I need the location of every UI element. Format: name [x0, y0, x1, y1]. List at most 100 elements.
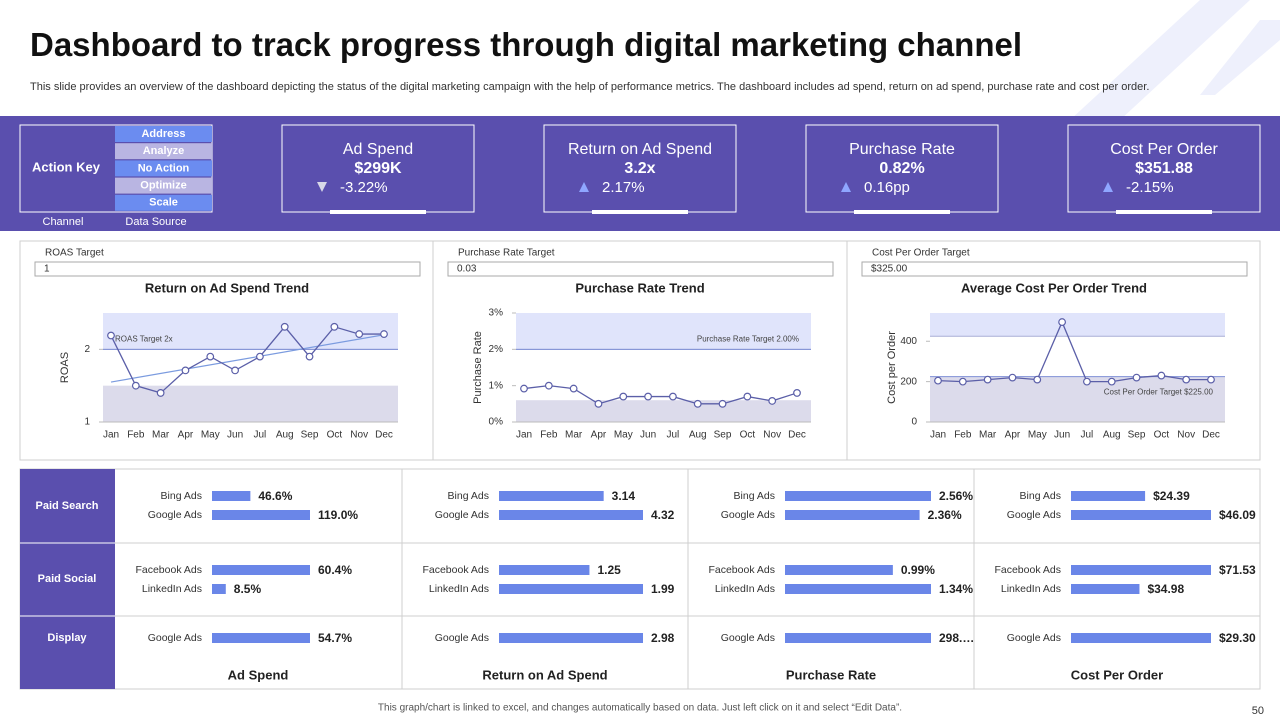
x-tick-label: Jul: [667, 430, 680, 441]
kpi-arrow: [579, 182, 589, 192]
target-annotation: Cost Per Order Target $225.00: [1104, 388, 1214, 397]
bar-value-label: 46.6%: [258, 489, 292, 503]
line: [110, 325, 384, 394]
footer-note: This graph/chart is linked to excel, and…: [378, 703, 902, 714]
bar-value-label: 1.34%: [939, 582, 973, 596]
kpi-change: -2.15%: [1126, 179, 1174, 196]
x-tick-label: Apr: [1005, 430, 1021, 441]
point: [793, 389, 801, 397]
bar-value-label: 0.99%: [901, 563, 935, 577]
kpi-value: 3.2x: [624, 160, 655, 177]
action-key-title: Action Key: [32, 159, 101, 174]
slide-description: This slide provides an overview of the d…: [30, 81, 1150, 93]
item-label: LinkedIn Ads: [1001, 583, 1061, 595]
kpi-title: Purchase Rate: [849, 141, 955, 158]
x-tick-label: Sep: [301, 430, 319, 441]
bar: [212, 584, 226, 594]
y-axis-label: ROAS: [59, 352, 71, 383]
item-label: Bing Ads: [734, 490, 775, 502]
item-label: Facebook Ads: [422, 564, 489, 576]
point: [718, 399, 727, 408]
point: [983, 375, 992, 384]
channel-name: Paid Search: [36, 500, 99, 512]
key-swatch: [115, 194, 212, 211]
x-tick-label: May: [1028, 430, 1047, 441]
target-value: $325.00: [871, 264, 908, 275]
item-label: Bing Ads: [161, 490, 202, 502]
x-tick-label: Aug: [689, 430, 707, 441]
point: [1058, 318, 1066, 326]
item-label: LinkedIn Ads: [715, 583, 775, 595]
key-item: Optimize: [140, 180, 186, 192]
kpi-title: Return on Ad Spend: [568, 141, 712, 158]
point: [693, 399, 702, 408]
x-tick-label: May: [614, 430, 633, 441]
kpi-arrow: [317, 182, 327, 192]
x-tick-label: Mar: [565, 430, 583, 441]
bar: [212, 510, 310, 520]
x-tick-label: Mar: [152, 430, 170, 441]
trend-panel: [19, 240, 1261, 461]
kpi-change: 2.17%: [602, 179, 645, 196]
x-tick-label: Feb: [540, 430, 558, 441]
point: [619, 392, 628, 401]
bar: [212, 491, 251, 501]
target-band: [103, 385, 398, 422]
line: [937, 320, 1211, 383]
point: [958, 377, 967, 386]
bar-value-label: 60.4%: [318, 563, 352, 577]
kpi-value: 0.82%: [879, 160, 924, 177]
item-label: Google Ads: [721, 509, 775, 521]
x-tick-label: Apr: [178, 430, 194, 441]
point: [594, 399, 603, 408]
bar-value-label: 2.56%: [939, 489, 973, 503]
bar: [499, 491, 604, 501]
bar: [499, 633, 643, 643]
key-swatch: [115, 177, 212, 194]
bar: [1071, 510, 1211, 520]
point: [1008, 373, 1017, 382]
item-label: Google Ads: [148, 632, 202, 644]
bar-value-label: 2.98: [651, 631, 675, 645]
item-label: Google Ads: [435, 632, 489, 644]
bar-value-label: 2.36%: [928, 508, 962, 522]
bar-value-label: $24.39: [1153, 489, 1190, 503]
item-label: Bing Ads: [1020, 490, 1061, 502]
x-tick-label: Feb: [954, 430, 972, 441]
chart-title: Purchase Rate Trend: [575, 280, 704, 295]
key-swatch: [115, 143, 212, 160]
y-axis-label: Purchase Rate: [472, 331, 484, 404]
kpi-value: $299K: [354, 160, 402, 177]
x-tick-label: Nov: [763, 430, 781, 441]
target-box: [861, 261, 1248, 277]
kpi-arrow: [841, 182, 851, 192]
y-tick-label: 200: [900, 376, 917, 387]
x-tick-label: Jan: [516, 430, 532, 441]
point: [669, 392, 677, 401]
item-label: Bing Ads: [448, 490, 489, 502]
y-axis-label: Cost per Order: [886, 331, 898, 404]
target-band: [930, 313, 1225, 337]
slide-title: Dashboard to track progress through digi…: [30, 26, 1022, 63]
item-label: Google Ads: [1007, 509, 1061, 521]
bar: [499, 584, 643, 594]
target-value: 1: [44, 264, 50, 275]
item-label: Google Ads: [435, 509, 489, 521]
x-tick-label: Jun: [227, 430, 243, 441]
channel-name: Display: [47, 632, 87, 644]
point: [569, 384, 578, 393]
x-tick-label: Feb: [127, 430, 145, 441]
target-label: Purchase Rate Target: [458, 248, 555, 259]
item-label: Facebook Ads: [994, 564, 1061, 576]
point: [305, 352, 314, 361]
bar-value-label: $29.30: [1219, 631, 1256, 645]
channel-grid: [19, 468, 1261, 690]
item-label: Facebook Ads: [708, 564, 775, 576]
x-tick-label: Jun: [640, 430, 656, 441]
bar: [785, 510, 920, 520]
point: [768, 397, 777, 405]
point: [1132, 373, 1141, 382]
point: [280, 322, 289, 331]
y-tick-label: 2: [84, 344, 90, 355]
bar-value-label: 3.14: [612, 489, 636, 503]
